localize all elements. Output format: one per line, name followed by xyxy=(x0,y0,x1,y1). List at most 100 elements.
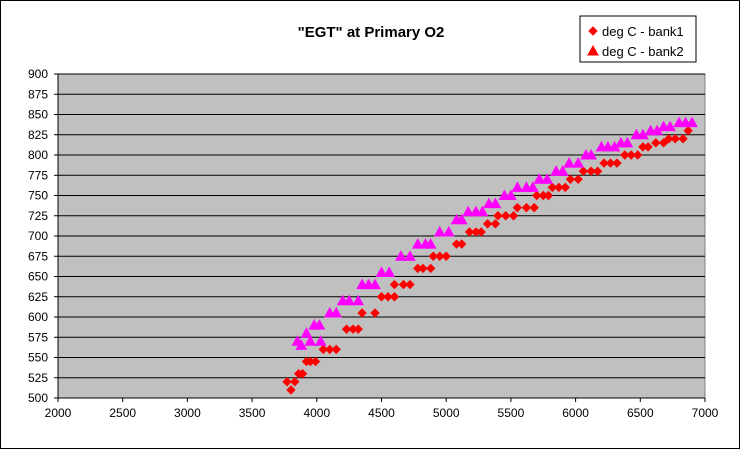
data-point xyxy=(541,173,553,184)
data-point xyxy=(670,134,680,144)
y-tick-label: 525 xyxy=(28,371,48,385)
data-point xyxy=(664,120,676,132)
legend-box xyxy=(579,15,697,63)
data-point xyxy=(621,136,634,148)
y-tick-label: 725 xyxy=(28,209,48,223)
y-tick-label: 750 xyxy=(28,189,48,203)
y-tick-label: 675 xyxy=(28,249,48,263)
data-point xyxy=(331,344,341,355)
data-point xyxy=(543,190,554,201)
data-point xyxy=(489,197,502,209)
y-tick-label: 550 xyxy=(28,351,48,365)
legend-label: deg C - bank1 xyxy=(602,24,684,39)
legend-marker xyxy=(587,44,599,56)
data-point xyxy=(300,327,313,338)
data-point xyxy=(573,174,583,185)
data-point xyxy=(651,138,661,148)
data-point xyxy=(490,219,501,229)
data-point xyxy=(599,158,609,168)
data-point xyxy=(505,189,517,200)
data-point xyxy=(370,308,380,318)
data-point xyxy=(398,279,409,290)
data-point xyxy=(501,211,511,221)
y-tick-label: 825 xyxy=(28,128,48,142)
data-point xyxy=(533,173,546,184)
data-point xyxy=(383,266,396,277)
data-point xyxy=(395,250,407,261)
data-point xyxy=(612,158,622,168)
y-tick-label: 850 xyxy=(28,108,48,122)
data-point xyxy=(389,279,400,290)
data-point xyxy=(464,227,475,237)
x-tick-label: 5500 xyxy=(498,406,525,420)
data-point xyxy=(605,158,616,168)
data-point xyxy=(565,174,576,185)
data-point xyxy=(508,211,519,221)
data-point xyxy=(529,202,539,213)
data-point xyxy=(563,157,575,168)
x-tick-label: 4000 xyxy=(303,406,330,420)
y-tick-label: 775 xyxy=(28,168,48,182)
data-point xyxy=(532,190,542,201)
data-point xyxy=(411,238,424,249)
data-point xyxy=(527,181,539,192)
data-point xyxy=(433,225,446,237)
y-axis: 500 525 550 575 600 625 650 675 700 725 750 775 800 8… xyxy=(28,67,58,405)
data-point xyxy=(435,251,445,261)
y-tick-label: 700 xyxy=(28,229,48,243)
data-point xyxy=(318,344,328,355)
data-point xyxy=(325,344,335,355)
y-tick-label: 800 xyxy=(28,148,48,162)
data-point xyxy=(482,219,493,229)
data-point xyxy=(425,263,436,274)
data-point xyxy=(405,279,415,290)
data-point xyxy=(556,165,569,176)
data-point xyxy=(376,292,387,302)
data-point xyxy=(352,294,365,306)
chart-title: "EGT" at Primary O2 xyxy=(298,24,445,41)
data-point xyxy=(476,205,489,217)
data-point xyxy=(521,202,532,213)
data-point xyxy=(493,211,503,221)
y-tick-label: 575 xyxy=(28,330,48,344)
legend: deg C - bank1 deg C - bank2 xyxy=(579,15,697,63)
series-2 xyxy=(291,116,698,350)
data-point xyxy=(476,227,486,237)
data-point xyxy=(560,182,570,193)
data-point xyxy=(554,182,564,193)
data-point xyxy=(330,306,343,318)
data-point xyxy=(633,150,643,160)
data-point xyxy=(310,356,321,367)
y-tick-label: 650 xyxy=(28,270,48,284)
data-point xyxy=(572,157,585,168)
data-point xyxy=(389,292,400,302)
data-point xyxy=(547,182,558,193)
x-tick-label: 6000 xyxy=(562,406,589,420)
y-tick-label: 875 xyxy=(28,87,48,101)
data-point xyxy=(313,319,326,330)
data-point xyxy=(457,239,467,249)
data-point xyxy=(578,166,589,176)
data-point xyxy=(304,335,317,346)
x-tick-label: 4500 xyxy=(368,406,395,420)
data-point xyxy=(585,148,597,160)
x-tick-label: 7000 xyxy=(692,406,719,420)
x-tick-label: 3500 xyxy=(239,406,266,420)
data-point xyxy=(282,377,292,387)
data-point xyxy=(343,294,355,306)
data-point xyxy=(286,385,296,395)
data-point xyxy=(643,142,653,152)
data-point xyxy=(404,250,416,261)
series-1 xyxy=(282,125,693,395)
data-point xyxy=(686,116,698,128)
data-point xyxy=(290,377,300,387)
data-point xyxy=(626,150,636,160)
data-point xyxy=(586,166,596,176)
data-point xyxy=(678,134,688,144)
data-point xyxy=(428,251,438,261)
data-point xyxy=(297,368,308,379)
legend-marker xyxy=(588,26,598,36)
data-point xyxy=(462,205,475,217)
data-point xyxy=(592,166,603,176)
